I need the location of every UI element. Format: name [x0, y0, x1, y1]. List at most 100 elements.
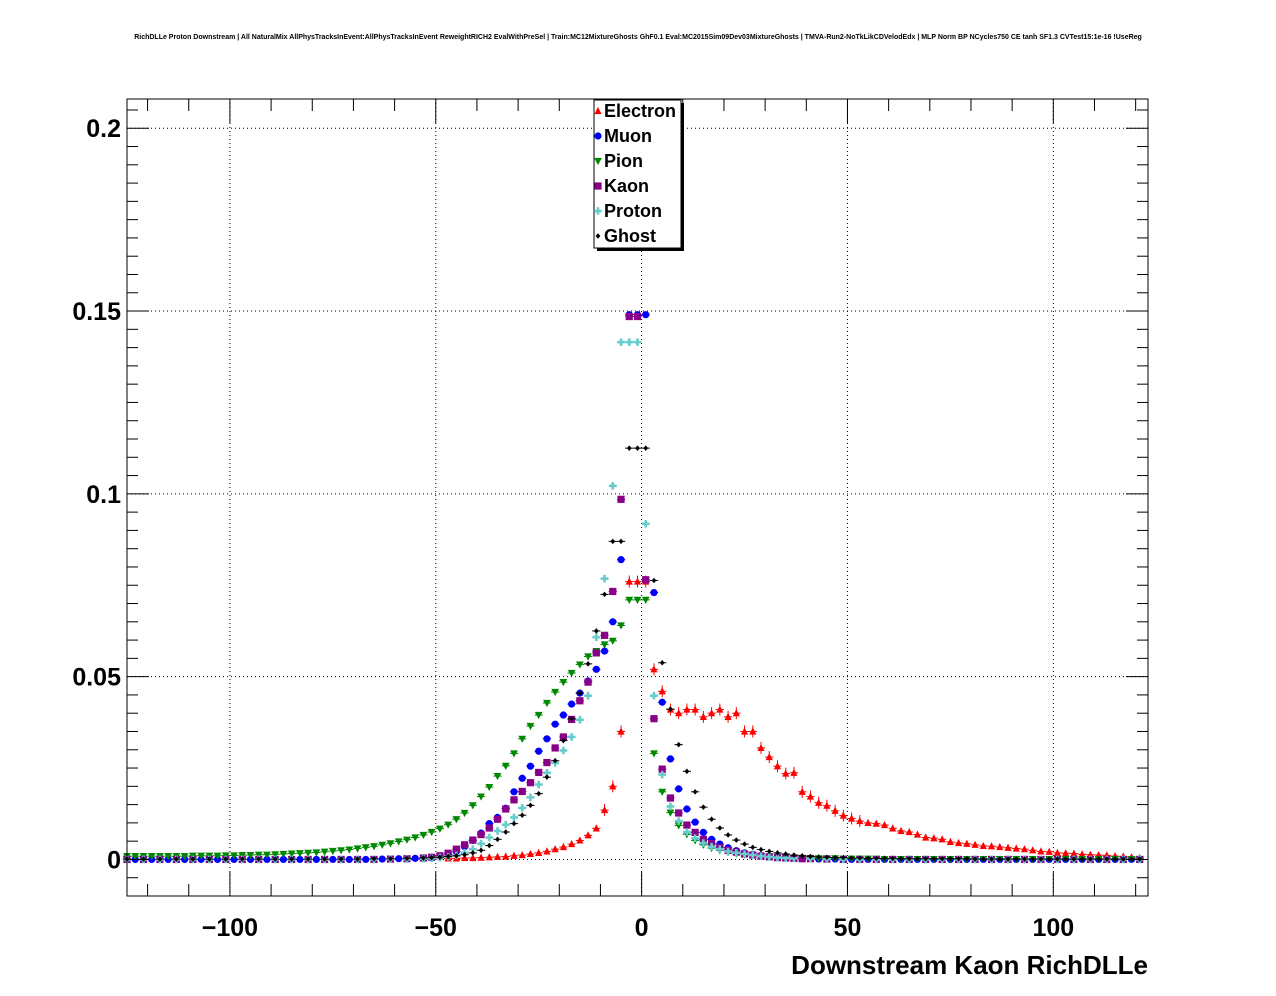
series-electron — [444, 575, 1144, 862]
data-point — [501, 820, 510, 829]
data-point — [617, 556, 625, 564]
data-point — [510, 851, 518, 859]
data-point — [633, 338, 642, 346]
data-point — [534, 711, 543, 720]
legend-label: Muon — [604, 126, 652, 146]
data-point — [353, 845, 362, 853]
data-point — [296, 850, 304, 858]
data-point — [798, 787, 806, 795]
data-point — [256, 856, 262, 862]
data-point — [322, 856, 328, 862]
data-point — [584, 678, 592, 686]
data-point — [452, 845, 460, 853]
data-point — [683, 828, 691, 836]
data-point — [889, 824, 897, 832]
data-point — [501, 762, 510, 770]
data-point — [469, 836, 477, 844]
x-tick-label: 0 — [635, 914, 649, 942]
data-point — [518, 804, 527, 812]
data-point — [568, 700, 576, 708]
data-point — [610, 538, 616, 545]
data-point — [254, 851, 263, 859]
legend-label: Electron — [604, 101, 676, 121]
data-point — [378, 841, 387, 849]
data-point — [724, 847, 732, 856]
data-point — [223, 856, 229, 862]
data-point — [642, 311, 650, 319]
data-point — [312, 855, 320, 864]
data-point — [675, 709, 683, 717]
data-point — [526, 722, 535, 731]
data-point — [650, 715, 658, 723]
data-point — [609, 618, 617, 626]
legend-label: Ghost — [604, 226, 656, 246]
data-point — [625, 596, 634, 604]
data-point — [857, 855, 863, 861]
data-point — [543, 735, 551, 743]
data-point — [477, 830, 485, 839]
data-point — [559, 842, 567, 851]
data-point — [174, 856, 179, 862]
data-point — [180, 853, 189, 861]
data-point — [816, 854, 822, 860]
data-point — [164, 853, 173, 861]
data-point — [1062, 849, 1070, 857]
data-point — [1030, 856, 1036, 862]
data-point — [435, 825, 444, 833]
data-point — [1112, 856, 1118, 862]
x-axis-title: Downstream Kaon RichDLLe — [791, 950, 1148, 980]
data-point — [543, 768, 551, 777]
data-point — [1045, 847, 1053, 855]
data-point — [865, 855, 871, 862]
data-point — [666, 809, 675, 817]
data-point — [617, 338, 625, 346]
data-point — [956, 855, 962, 862]
data-point — [815, 798, 823, 806]
data-point — [882, 855, 887, 862]
data-point — [600, 805, 609, 814]
data-point — [699, 712, 707, 720]
data-point — [526, 762, 535, 770]
data-point — [996, 842, 1004, 851]
data-point — [460, 841, 469, 849]
data-point — [1070, 849, 1078, 857]
legend-label: Kaon — [604, 176, 649, 196]
data-point — [658, 765, 666, 773]
data-point — [592, 649, 600, 657]
data-point — [609, 782, 617, 790]
data-point — [666, 802, 675, 811]
legend-entry-electron: Electron — [594, 101, 676, 121]
data-point — [584, 831, 592, 839]
data-point — [206, 856, 212, 862]
data-point — [675, 809, 683, 817]
x-tick-label: −100 — [202, 914, 258, 942]
data-point — [633, 577, 642, 585]
legend-entry-pion: Pion — [594, 151, 643, 171]
data-point — [427, 828, 436, 837]
data-point — [559, 733, 567, 741]
data-point — [485, 833, 494, 842]
data-point — [839, 811, 847, 819]
data-point — [643, 445, 649, 451]
data-point — [856, 816, 864, 825]
data-point — [386, 840, 395, 848]
data-point — [790, 768, 798, 776]
data-point — [651, 577, 657, 584]
data-point — [765, 853, 774, 861]
data-point — [452, 816, 461, 824]
data-point — [190, 856, 196, 862]
data-point — [773, 762, 782, 770]
data-point — [823, 801, 831, 809]
legend-box — [593, 99, 682, 249]
data-point — [453, 852, 459, 859]
data-point — [808, 853, 813, 860]
series-pion — [122, 596, 1144, 864]
data-point — [864, 818, 872, 826]
data-point — [773, 853, 782, 862]
data-point — [370, 843, 378, 851]
data-point — [575, 661, 584, 669]
data-point — [971, 840, 979, 848]
data-point — [576, 715, 584, 724]
data-point — [997, 856, 1003, 862]
data-point — [766, 848, 772, 855]
